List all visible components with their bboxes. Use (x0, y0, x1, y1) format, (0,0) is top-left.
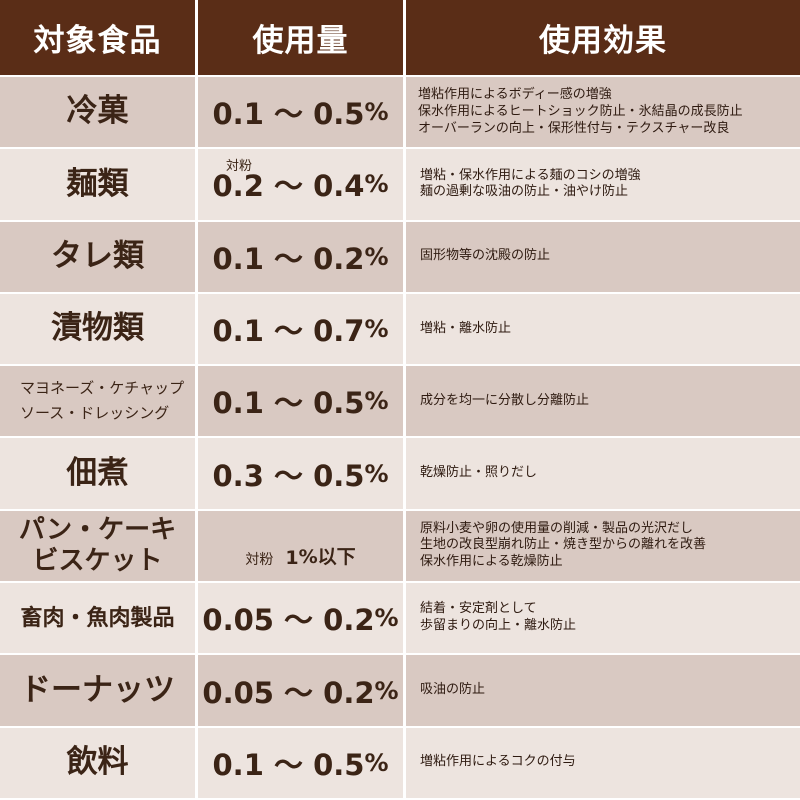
header-target-food: 対象食品 (0, 0, 198, 77)
amount-unit: % (364, 748, 389, 777)
amount-cell: 0.05 〜 0.2% (198, 655, 406, 728)
effect-lines: 増粘・保水作用による麺のコシの増強 麺の過剰な吸油の防止・油やけ防止 (420, 168, 641, 202)
amount-cell: 0.05 〜 0.2% (198, 583, 406, 656)
amount-unit: % (374, 676, 399, 705)
effect-line: 歩留まりの向上・離水防止 (420, 618, 577, 634)
amount-value: 0.3 〜 0.5 (212, 458, 365, 493)
food-cell: ドーナッツ (0, 655, 198, 728)
effect-lines: 増粘作用によるボディー感の増強 保水作用によるヒートショック防止・氷結晶の成長防… (418, 87, 743, 138)
effect-line: 増粘・保水作用による麺のコシの増強 (420, 167, 641, 183)
effect-cell: 成分を均一に分散し分離防止 (406, 366, 800, 439)
effect-cell: 増粘作用によるボディー感の増強 保水作用によるヒートショック防止・氷結晶の成長防… (406, 77, 800, 150)
effect-line: 麺の過剰な吸油の防止・油やけ防止 (420, 184, 629, 200)
amount-value: 1 (285, 547, 299, 570)
food-cell: タレ類 (0, 221, 198, 294)
amount-value: 0.1 〜 0.5 (212, 97, 365, 132)
amount-value: 0.05 〜 0.2 (202, 603, 375, 638)
food-cell: 佃煮 (0, 438, 198, 511)
food-line: ソース・ドレッシング (20, 404, 170, 423)
food-cell: 麺類 (0, 149, 198, 222)
amount-value: 0.1 〜 0.5 (212, 747, 365, 782)
amount-unit: % (374, 604, 399, 633)
amount-unit: % (364, 315, 389, 344)
food-line: ビスケット (32, 545, 163, 576)
amount-cell: 対粉 0.2 〜 0.4% (198, 149, 406, 222)
amount-unit: % (364, 242, 389, 271)
effect-line: 増粘・離水防止 (420, 320, 512, 336)
food-lines: パン・ケーキ ビスケット (19, 515, 176, 577)
amount-cell: 0.1 〜 0.5% (198, 366, 406, 439)
amount-value: 0.1 〜 0.2 (212, 241, 365, 276)
effect-line: 成分を均一に分散し分離防止 (420, 392, 590, 408)
amount-unit: % (364, 170, 389, 199)
effect-line: 増粘作用によるコクの付与 (420, 754, 576, 770)
effect-line: 保水作用による乾燥防止 (420, 554, 563, 570)
amount-unit: % (364, 387, 389, 416)
effect-lines: 結着・安定剤として 歩留まりの向上・離水防止 (420, 601, 576, 635)
effect-line: 吸油の防止 (420, 682, 486, 698)
amount-cell: 0.1 〜 0.2% (198, 221, 406, 294)
header-usage-amount: 使用量 (198, 0, 406, 77)
amount-unit: % (364, 98, 389, 127)
food-cell: パン・ケーキ ビスケット (0, 510, 198, 584)
effect-line: 生地の改良型崩れ防止・焼き型からの離れを改善 (420, 537, 707, 553)
effect-cell: 乾燥防止・照りだし (406, 438, 800, 511)
food-line: マヨネーズ・ケチャップ (20, 378, 185, 397)
effect-lines: 原料小麦や卵の使用量の削減・製品の光沢だし 生地の改良型崩れ防止・焼き型からの離… (420, 521, 706, 572)
amount-unit: % (364, 459, 389, 488)
food-cell: 畜肉・魚肉製品 (0, 583, 198, 656)
amount-value: 0.05 〜 0.2 (202, 675, 375, 710)
effect-line: 増粘作用によるボディー感の増強 (418, 86, 612, 102)
amount-cell: 0.1 〜 0.7% (198, 293, 406, 367)
effect-line: 原料小麦や卵の使用量の削減・製品の光沢だし (420, 520, 694, 536)
food-cell: 飲料 (0, 727, 198, 800)
amount-cell: 対粉 1 %以下 (198, 510, 406, 584)
amount-value: 0.1 〜 0.5 (212, 386, 365, 421)
header-usage-effect: 使用効果 (406, 0, 800, 77)
food-cell: 冷菓 (0, 77, 198, 150)
amount-value: 0.1 〜 0.7 (212, 314, 365, 349)
food-cell: 漬物類 (0, 293, 198, 367)
amount-cell: 0.3 〜 0.5% (198, 438, 406, 511)
effect-cell: 吸油の防止 (406, 655, 800, 728)
effect-cell: 増粘・保水作用による麺のコシの増強 麺の過剰な吸油の防止・油やけ防止 (406, 149, 800, 222)
effect-line: 固形物等の沈殿の防止 (420, 248, 551, 264)
effect-line: 結着・安定剤として (420, 601, 537, 617)
effect-cell: 増粘・離水防止 (406, 293, 800, 367)
amount-note: 対粉 (226, 159, 253, 175)
effect-cell: 固形物等の沈殿の防止 (406, 221, 800, 294)
food-line: パン・ケーキ (18, 514, 177, 545)
food-cell: マヨネーズ・ケチャップ ソース・ドレッシング (0, 366, 198, 439)
amount-cell: 0.1 〜 0.5% (198, 77, 406, 150)
effect-cell: 結着・安定剤として 歩留まりの向上・離水防止 (406, 583, 800, 656)
amount-cell: 0.1 〜 0.5% (198, 727, 406, 800)
effect-line: 乾燥防止・照りだし (420, 465, 538, 481)
effect-line: 保水作用によるヒートショック防止・氷結晶の成長防止 (418, 103, 743, 119)
amount-unit: %以下 (298, 546, 356, 569)
effect-cell: 増粘作用によるコクの付与 (406, 727, 800, 800)
amount-value: 0.2 〜 0.4 (212, 169, 365, 204)
effect-cell: 原料小麦や卵の使用量の削減・製品の光沢だし 生地の改良型崩れ防止・焼き型からの離… (406, 510, 800, 584)
amount-note: 対粉 (245, 552, 274, 569)
effect-line: オーバーランの向上・保形性付与・テクスチャー改良 (418, 120, 730, 136)
food-lines: マヨネーズ・ケチャップ ソース・ドレッシング (20, 376, 184, 427)
